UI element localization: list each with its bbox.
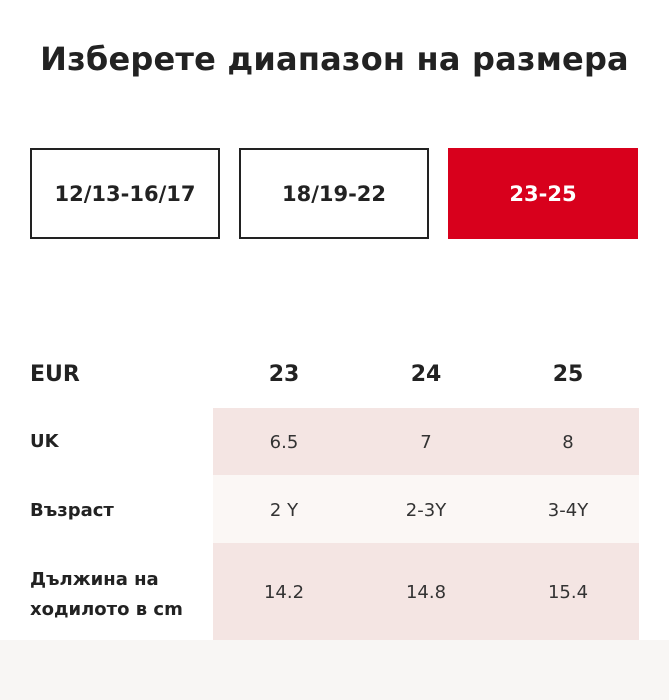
row-label-foot-length: Дължина на ходилото в cm — [30, 569, 183, 620]
table-cell: 2-3Y — [405, 500, 447, 521]
size-range-button-1[interactable]: 12/13-16/17 — [30, 148, 220, 239]
header-cell: 23 — [268, 362, 300, 387]
table-cell: 14.8 — [405, 582, 447, 603]
page-title: Изберете диапазон на размера — [40, 40, 629, 78]
table-cell: 15.4 — [547, 582, 589, 603]
footer-band — [0, 640, 669, 700]
row-label-age: Възраст — [30, 500, 114, 521]
table-row-foot-length: Дължина на ходилото в cm 14.2 14.8 15.4 — [0, 543, 669, 640]
table-header-row: EUR 23 24 25 — [0, 340, 669, 408]
row-label-uk: UK — [30, 431, 59, 452]
size-range-button-2[interactable]: 18/19-22 — [239, 148, 429, 239]
table-cell: 8 — [562, 432, 574, 453]
table-cell: 6.5 — [269, 432, 299, 453]
table-cell: 7 — [420, 432, 432, 453]
header-label-eur: EUR — [30, 362, 80, 387]
row-background — [213, 408, 639, 475]
table-cell: 2 Y — [269, 500, 299, 521]
row-background — [213, 475, 639, 543]
table-cell: 3-4Y — [547, 500, 589, 521]
header-cell: 24 — [410, 362, 442, 387]
table-cell: 14.2 — [263, 582, 305, 603]
header-cell: 25 — [552, 362, 584, 387]
table-row-age: Възраст 2 Y 2-3Y 3-4Y — [0, 475, 669, 543]
row-background — [213, 543, 639, 640]
table-row-uk: UK 6.5 7 8 — [0, 408, 669, 475]
size-range-button-3[interactable]: 23-25 — [448, 148, 638, 239]
